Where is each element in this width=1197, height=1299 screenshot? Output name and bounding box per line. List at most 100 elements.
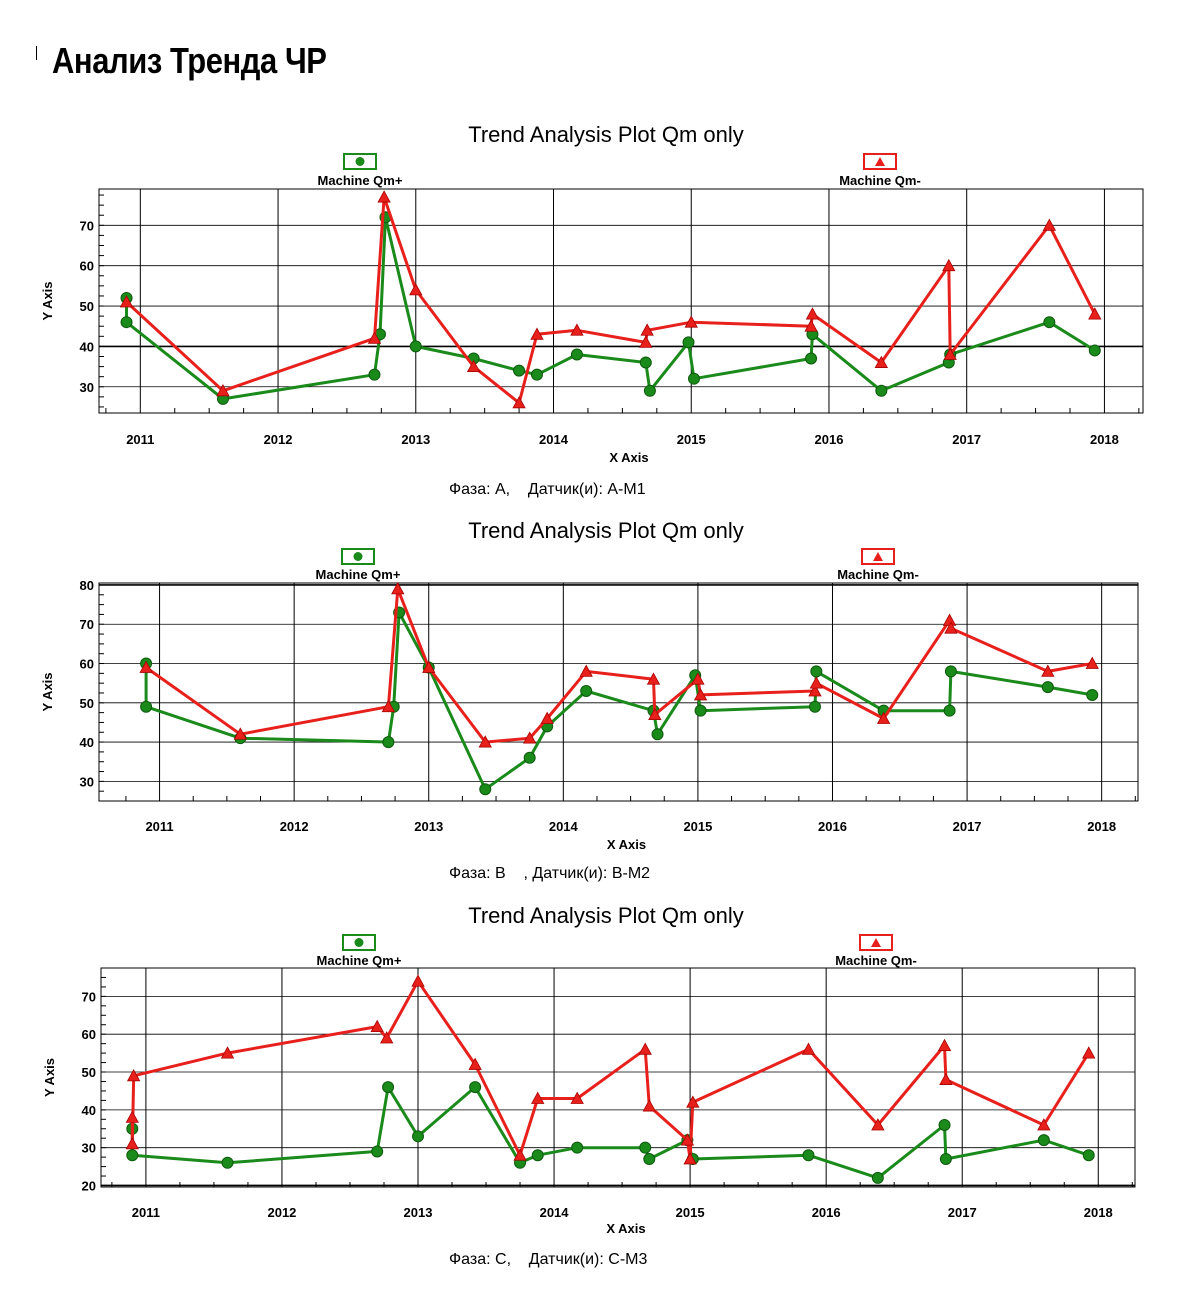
x-tick-label: 2015 [677,432,706,447]
data-point-triangle [531,1091,545,1104]
data-point-triangle [1042,218,1057,231]
data-point-circle [651,728,664,741]
data-point-circle [639,356,652,369]
data-point-circle [382,736,395,749]
data-point-circle [938,1118,951,1131]
data-point-triangle [638,1042,652,1055]
legend-triangle-icon [873,552,883,561]
data-point-circle [875,384,888,397]
data-point-circle [368,368,381,381]
data-point-circle [120,316,133,329]
data-point-circle [643,384,656,397]
data-point-circle [140,700,153,713]
data-point-triangle [233,727,247,740]
x-tick-label: 2016 [812,1205,841,1220]
data-point-triangle [1088,307,1102,320]
data-point-circle [382,1081,395,1094]
data-point-triangle [804,319,818,332]
x-tick-label: 2018 [1087,819,1116,834]
data-point-circle [802,1149,815,1162]
data-point-triangle [809,676,824,689]
data-point-triangle [646,672,661,685]
chart-caption: Фаза: А, Датчик(и): А-М1 [449,481,646,498]
data-point-triangle [639,335,653,348]
x-tick-label: 2011 [145,819,173,834]
data-point-circle [580,685,593,698]
x-tick-label: 2012 [264,432,293,447]
data-point-circle [939,1153,952,1166]
legend-circle-icon [353,552,363,561]
data-point-circle [1037,1134,1050,1147]
y-tick-label: 60 [80,657,94,672]
plot-frame [100,967,1136,1188]
x-tick-label: 2018 [1084,1205,1113,1220]
data-point-triangle [648,707,662,720]
data-point-circle [221,1156,234,1169]
data-point-triangle [139,660,153,673]
chart-title: Trend Analysis Plot Qm only [468,122,744,147]
data-point-circle [1082,1149,1095,1162]
data-point-triangle [874,355,888,368]
data-point-triangle [937,1038,952,1051]
chart-phase-a-svg: Trend Analysis Plot Qm only Machine Qm+ Ma… [40,122,1144,465]
x-tick-label: 2011 [132,1205,160,1220]
page-title: Анализ Тренда ЧР [52,40,327,81]
data-point-triangle [125,1110,139,1123]
data-point-triangle [1085,656,1099,669]
y-tick-label: 40 [80,735,94,750]
y-tick-label: 50 [80,696,94,711]
data-point-triangle [119,295,134,308]
data-point-triangle [801,1042,816,1055]
data-point-triangle [422,660,436,673]
data-point-triangle [380,1031,394,1044]
x-axis-label: X Axis [606,1221,645,1236]
data-point-triangle [411,974,425,987]
data-point-triangle [377,190,391,203]
x-tick-label: 2014 [540,1205,570,1220]
y-tick-label: 50 [80,299,94,314]
data-point-circle [682,336,695,349]
data-point-triangle [805,307,820,320]
chart-caption: Фаза: В , Датчик(и): В-М2 [449,865,651,882]
corner-mark [36,46,37,60]
data-point-triangle [391,582,405,595]
data-point-triangle [513,1148,527,1161]
x-tick-label: 2015 [676,1205,705,1220]
data-point-circle [808,700,821,713]
data-point-triangle [1041,664,1055,677]
y-tick-label: 80 [80,578,94,593]
data-point-triangle [512,396,526,409]
x-axis-label: X Axis [609,450,648,465]
data-point-triangle [680,1133,695,1146]
x-tick-label: 2014 [549,819,579,834]
plot-frame [98,188,1144,414]
y-tick-label: 50 [82,1065,96,1080]
legend-label-plus: Machine Qm+ [318,173,403,188]
data-point-triangle [409,283,423,296]
series-line [125,215,1096,401]
data-point-circle [1043,316,1056,329]
data-point-triangle [523,731,537,744]
data-point-circle [531,1149,544,1162]
data-point-circle [371,1145,384,1158]
data-point-triangle [943,347,957,360]
chart-phase-b: Trend Analysis Plot Qm only Machine Qm+ Ma… [40,518,1139,882]
y-tick-label: 70 [82,989,96,1004]
y-tick-label: 60 [80,259,94,274]
data-point-circle [570,348,583,361]
data-point-triangle [466,359,481,372]
data-point-circle [126,1149,139,1162]
data-point-triangle [216,383,230,397]
data-point-triangle [876,711,891,724]
data-point-triangle [683,1152,697,1165]
series-line [130,979,1090,1161]
legend-label-minus: Machine Qm- [835,953,917,968]
data-point-circle [469,1081,482,1094]
series-line [130,1085,1090,1180]
data-point-circle [805,352,818,365]
data-point-circle [871,1171,884,1184]
data-point-triangle [126,1068,141,1082]
data-point-circle [513,364,526,377]
data-point-triangle [640,323,654,336]
